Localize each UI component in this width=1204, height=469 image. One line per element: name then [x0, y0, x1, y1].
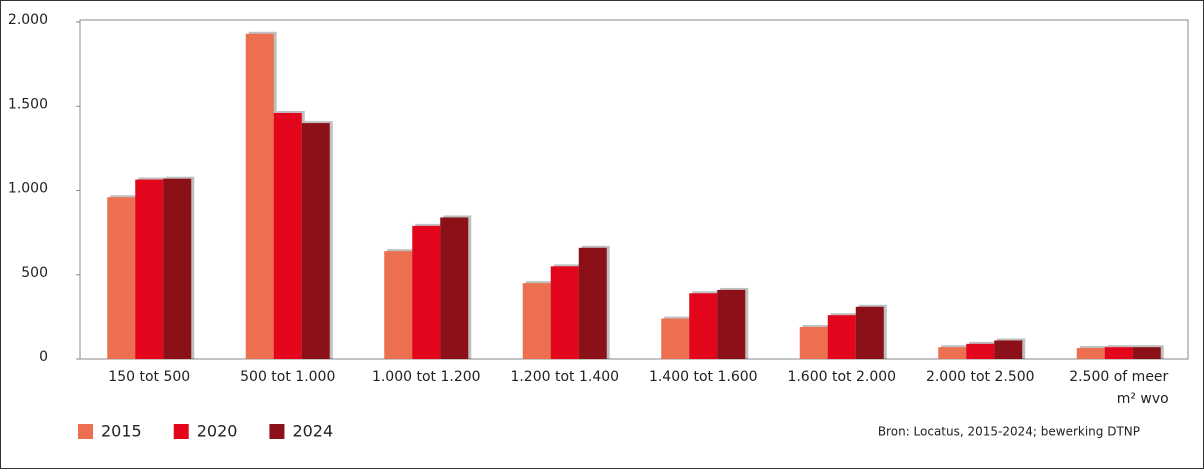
bar — [855, 306, 884, 359]
legend-swatch — [173, 424, 189, 439]
bar — [384, 251, 413, 359]
y-tick-label: 2.000 — [8, 12, 48, 28]
bar — [578, 247, 607, 359]
legend-swatch — [78, 424, 93, 439]
plot-frame — [79, 19, 1189, 360]
bar — [301, 123, 330, 359]
bar — [717, 289, 746, 359]
x-tick-label: 2.500 of meer — [1069, 369, 1168, 385]
x-axis-label: m² wvo — [1117, 391, 1169, 407]
x-tick-label: 1.400 tot 1.600 — [649, 369, 758, 385]
y-tick-label: 500 — [21, 265, 48, 281]
legend-label: 2024 — [292, 422, 333, 441]
x-tick-label: 500 tot 1.000 — [240, 369, 335, 385]
legend-label: 2020 — [197, 422, 238, 441]
y-tick-label: 1.000 — [8, 181, 48, 197]
bar — [661, 318, 690, 359]
bar — [689, 293, 718, 359]
y-tick-label: 0 — [39, 349, 48, 365]
bar — [994, 340, 1023, 359]
source: Bron: Locatus, 2015-2024; bewerking DTNP — [878, 425, 1140, 439]
legend-swatch — [269, 424, 285, 439]
bar — [799, 326, 828, 359]
bar — [273, 112, 302, 360]
x-tick-label: 2.000 tot 2.500 — [926, 369, 1035, 385]
bar — [1104, 347, 1133, 359]
bar — [135, 179, 164, 359]
bar — [107, 197, 136, 359]
bar — [938, 347, 967, 359]
bar — [522, 283, 551, 359]
y-tick-label: 1.500 — [8, 96, 48, 112]
x-tick-label: 1.200 tot 1.400 — [510, 369, 619, 385]
bar — [1132, 347, 1161, 359]
x-tick-label: 1.000 tot 1.200 — [372, 369, 481, 385]
legend-label: 2015 — [101, 422, 142, 441]
bar — [163, 178, 192, 359]
x-tick-label: 150 tot 500 — [108, 369, 190, 385]
bar — [550, 266, 579, 359]
bar — [1076, 348, 1105, 359]
bar — [412, 225, 441, 359]
x-tick-label: 1.600 tot 2.000 — [787, 369, 896, 385]
bar — [827, 315, 856, 359]
bar — [966, 343, 995, 359]
bar — [245, 33, 274, 360]
bar — [440, 217, 469, 359]
